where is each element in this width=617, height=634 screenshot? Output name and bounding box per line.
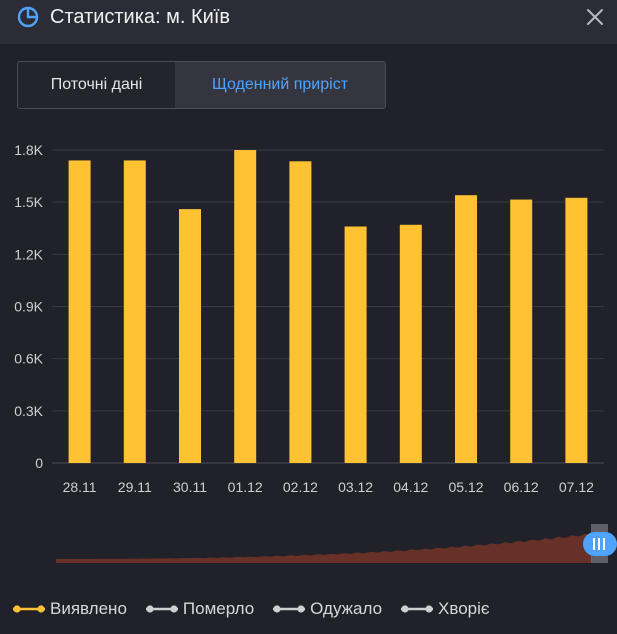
legend-item[interactable]: Померло — [145, 599, 254, 619]
legend-item[interactable]: Хворіє — [400, 599, 490, 619]
navigator-area — [56, 533, 592, 563]
header-bar: Статистика: м. Київ — [0, 0, 617, 44]
legend-label: Померло — [182, 599, 255, 618]
x-tick-label: 02.12 — [283, 479, 318, 495]
x-tick-label: 05.12 — [448, 479, 483, 495]
x-tick-label: 29.11 — [118, 479, 152, 495]
legend-item[interactable]: Одужало — [272, 599, 382, 619]
legend-item[interactable]: Виявлено — [12, 599, 127, 619]
legend-line-marker-icon — [401, 605, 434, 613]
bar-01.12[interactable] — [234, 150, 257, 463]
view-tabs: Поточні дані Щоденний приріст — [17, 61, 386, 109]
y-tick-label: 0.3K — [14, 403, 43, 419]
page-title: Статистика: м. Київ — [50, 6, 231, 28]
x-tick-label: 30.11 — [173, 479, 207, 495]
y-tick-label: 0.9K — [14, 299, 43, 315]
x-tick-label: 06.12 — [504, 479, 539, 495]
tab-daily-growth[interactable]: Щоденний приріст — [175, 62, 385, 108]
legend-line-marker-icon — [273, 605, 306, 613]
bar-29.11[interactable] — [123, 160, 146, 463]
y-tick-label: 0.6K — [14, 351, 43, 367]
legend-label: Хворіє — [438, 599, 490, 618]
bar-chart: 0 0.3K 0.6K 0.9K 1.2K 1.5K 1.8K 28.11 29.11 30.11… — [14, 142, 617, 563]
close-icon[interactable] — [585, 7, 605, 27]
legend-label: Виявлено — [50, 599, 127, 618]
bar-05.12[interactable] — [455, 195, 477, 463]
bar-28.11[interactable] — [68, 160, 91, 463]
x-tick-label: 04.12 — [393, 479, 428, 495]
y-tick-label: 1.2K — [14, 246, 43, 262]
x-tick-label: 28.11 — [63, 479, 97, 495]
legend-label: Одужало — [310, 599, 383, 618]
y-tick-label: 1.5K — [14, 194, 43, 210]
legend-line-marker-icon — [13, 605, 45, 613]
chart-legend: Виявлено Померло Одужало Хворіє — [12, 596, 508, 622]
tab-current-data[interactable]: Поточні дані — [18, 62, 175, 108]
x-tick-label: 03.12 — [338, 479, 373, 495]
bar-30.11[interactable] — [179, 209, 201, 463]
bar-03.12[interactable] — [344, 226, 367, 463]
bar-04.12[interactable] — [399, 224, 422, 463]
bar-06.12[interactable] — [510, 199, 533, 463]
y-tick-label: 0 — [35, 455, 43, 471]
bar-02.12[interactable] — [289, 161, 312, 463]
y-tick-label: 1.8K — [14, 142, 43, 158]
pie-chart-icon — [17, 6, 39, 28]
x-tick-label: 01.12 — [228, 479, 263, 495]
bar-07.12[interactable] — [565, 197, 588, 463]
legend-line-marker-icon — [145, 605, 178, 613]
x-tick-label: 07.12 — [559, 479, 594, 495]
